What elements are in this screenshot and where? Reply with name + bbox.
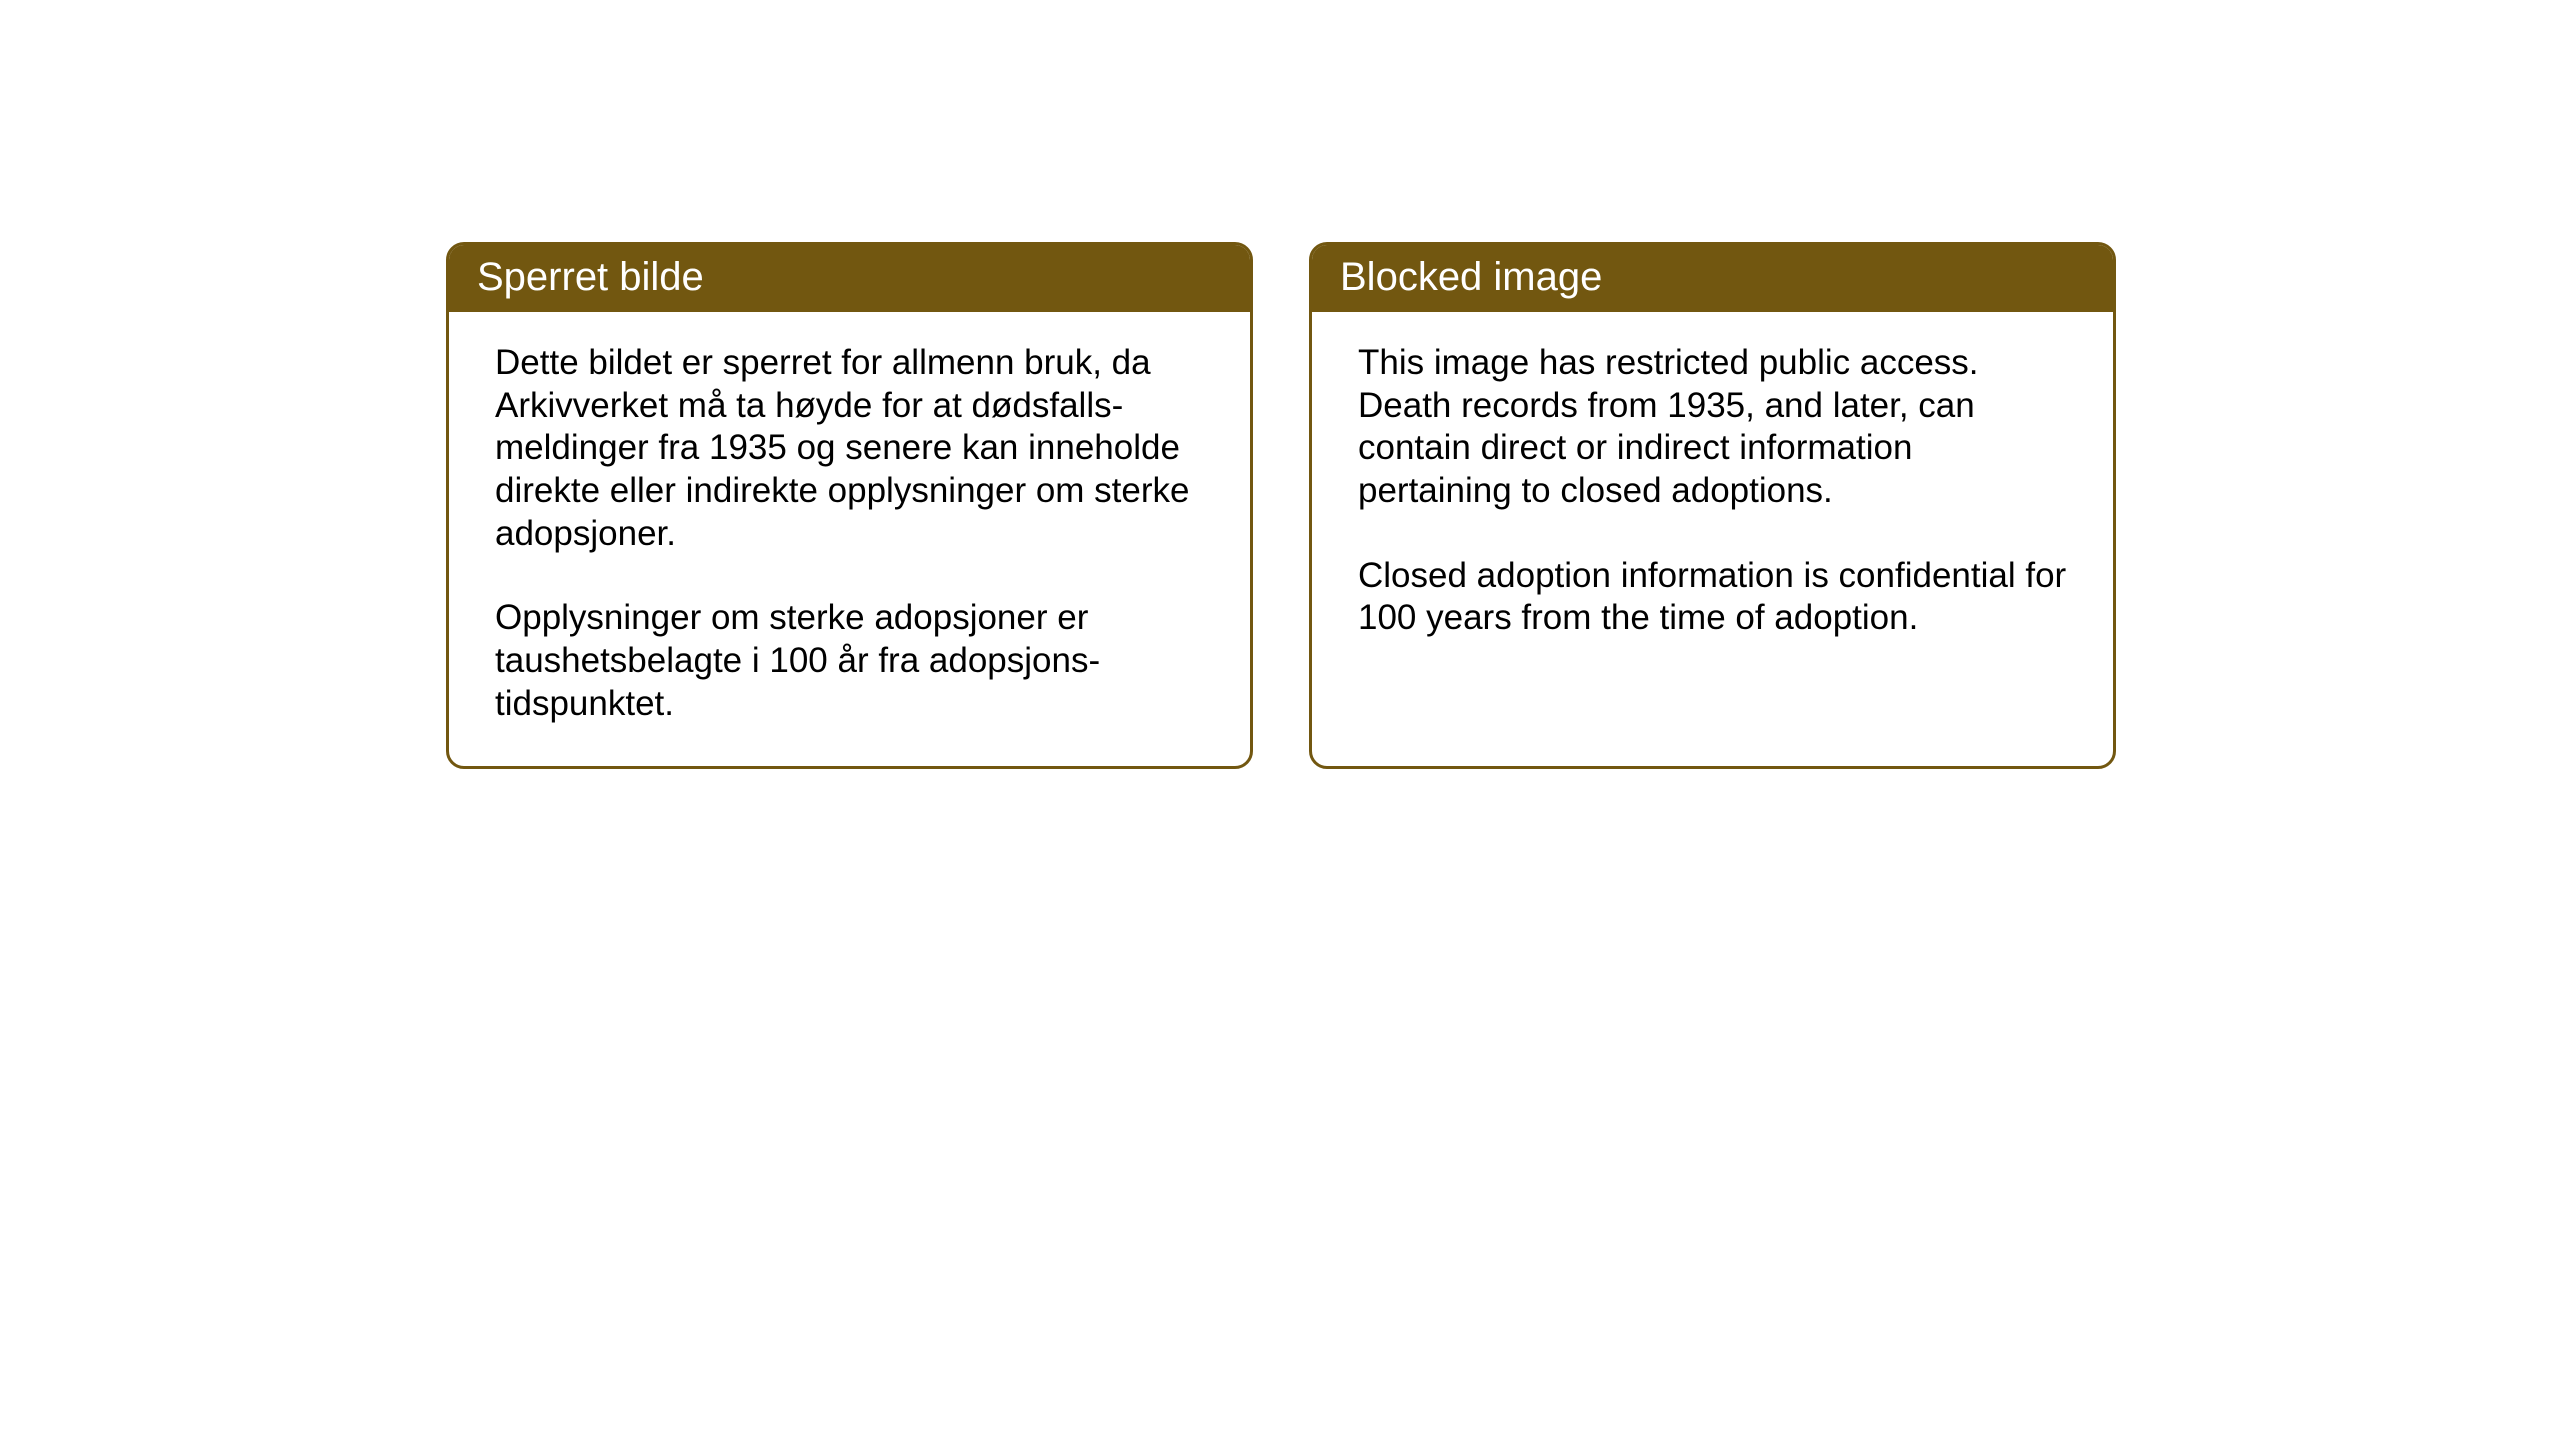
notice-paragraph-1-norwegian: Dette bildet er sperret for allmenn bruk… [495, 342, 1210, 555]
notice-paragraph-1-english: This image has restricted public access.… [1358, 342, 2073, 513]
notice-paragraph-2-norwegian: Opplysninger om sterke adopsjoner er tau… [495, 597, 1210, 725]
notice-body-english: This image has restricted public access.… [1312, 312, 2113, 680]
notice-body-norwegian: Dette bildet er sperret for allmenn bruk… [449, 312, 1250, 766]
notice-header-english: Blocked image [1312, 245, 2113, 312]
notice-header-norwegian: Sperret bilde [449, 245, 1250, 312]
notice-card-norwegian: Sperret bilde Dette bildet er sperret fo… [446, 242, 1253, 769]
notice-card-english: Blocked image This image has restricted … [1309, 242, 2116, 769]
notice-container: Sperret bilde Dette bildet er sperret fo… [446, 242, 2116, 769]
notice-paragraph-2-english: Closed adoption information is confident… [1358, 555, 2073, 640]
